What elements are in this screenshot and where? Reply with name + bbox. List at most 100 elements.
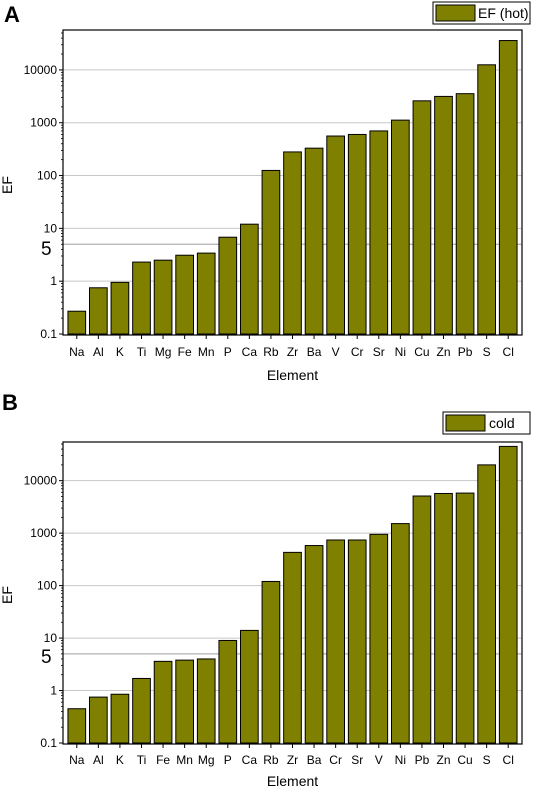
x-tick-label: Pb [458,345,473,359]
x-tick-label: Ba [307,345,322,359]
x-tick-label: Fe [178,345,192,359]
x-tick-label: Rb [263,345,279,359]
bar-k [110,281,130,335]
bar-ca [240,629,259,744]
bar-cu [412,100,432,335]
x-tick-label: Rb [263,753,279,767]
bar-cu [455,492,475,744]
x-tick-label: Zr [287,753,298,767]
x-tick-label: Mg [155,345,172,359]
bar-na [67,310,87,335]
x-tick-label: P [224,345,232,359]
bar-zr [283,551,302,744]
y-axis-label: EF [0,176,15,194]
y-tick-label: 1 [50,684,57,698]
legend-swatch [445,414,486,432]
bar-ba [304,147,324,335]
bar-fe [175,254,194,335]
bar-s [477,464,496,744]
y-tick-label: 10000 [24,63,58,77]
bar-p [218,236,238,335]
x-tick-label: Zr [287,345,298,359]
y-tick-label: 0.1 [40,327,57,341]
x-tick-label: Ni [395,753,406,767]
bar-pb [455,93,475,335]
y-tick-label: 0.1 [40,736,57,750]
bar-cl [498,40,518,335]
x-axis-label: Element [267,773,318,788]
panel-letter: A [4,2,20,27]
bar-mn [196,252,216,335]
bar-rb [261,169,281,335]
bar-zr [283,151,302,335]
bar-zn [434,492,453,744]
plot-frame [62,29,523,336]
bar-cr [347,133,367,335]
legend: cold [442,411,531,435]
x-tick-label: Ba [307,753,322,767]
x-tick-label: Pb [415,753,430,767]
legend: EF (hot) [432,1,531,25]
x-tick-label: S [483,345,491,359]
bar-al [89,696,108,744]
bar-al [89,287,108,335]
bar-ca [240,223,259,335]
y-tick-label: 10 [44,221,58,235]
x-tick-label: Ti [137,345,147,359]
x-tick-label: S [483,753,491,767]
bar-rb [261,580,281,744]
legend-label: EF (hot) [478,5,529,21]
x-tick-label: Al [93,345,104,359]
y-tick-label: 1 [50,274,57,288]
y-tick-label: 1000 [30,526,57,540]
y-tick-label: 100 [37,169,57,183]
chart-panel-a: A Na Al K Ti Mg Fe Mn P Ca Rb Zr Ba V Cr Sr Ni Cu Zn Pb S Cl 0… [0,1,531,383]
x-tick-label: Ti [137,753,147,767]
x-tick-label: V [332,345,340,359]
bar-v [369,533,389,744]
bar-mg [153,259,173,335]
bar-na [67,708,87,744]
x-tick-label: Fe [156,753,170,767]
reference-line-label: 5 [41,239,52,260]
bar-cl [498,445,518,744]
bar-zn [434,95,453,335]
x-tick-label: Al [93,753,104,767]
bar-pb [412,495,432,744]
y-axis-label: EF [0,586,15,604]
x-axis-label: Element [267,367,318,383]
x-tick-label: V [375,753,383,767]
x-tick-label: Cl [503,345,514,359]
bar-ti [132,677,151,744]
x-tick-label: Cl [503,753,514,767]
chart-panel-b: B Na Al K Ti Fe Mn Mg P Ca Rb Zr Ba Cr Sr V Ni Pb Zn Cu S Cl 0… [0,390,531,788]
reference-line-label: 5 [41,647,52,668]
legend-label: cold [489,415,515,431]
x-tick-label: Zn [436,753,450,767]
bar-ni [391,523,410,744]
bar-cr [326,539,345,744]
bar-v [326,135,345,335]
x-tick-label: Mn [198,345,215,359]
x-tick-label: Cu [414,345,429,359]
x-tick-label: K [116,345,124,359]
bar-ni [391,119,410,335]
bar-sr [369,130,389,335]
bar-s [477,64,496,335]
x-tick-label: Ca [242,753,258,767]
x-tick-label: Ca [242,345,258,359]
x-tick-label: Ni [395,345,406,359]
panel-letter: B [2,390,18,415]
x-tick-label: Sr [373,345,385,359]
bar-mn [175,659,194,744]
x-tick-label: Mg [198,753,215,767]
y-tick-label: 100 [37,579,57,593]
x-tick-label: K [116,753,124,767]
y-tick-label: 1000 [30,116,57,130]
x-tick-label: Cu [457,753,472,767]
bar-ba [304,545,324,744]
x-tick-label: Cr [351,345,364,359]
bar-fe [153,660,173,744]
y-tick-label: 10 [44,631,58,645]
